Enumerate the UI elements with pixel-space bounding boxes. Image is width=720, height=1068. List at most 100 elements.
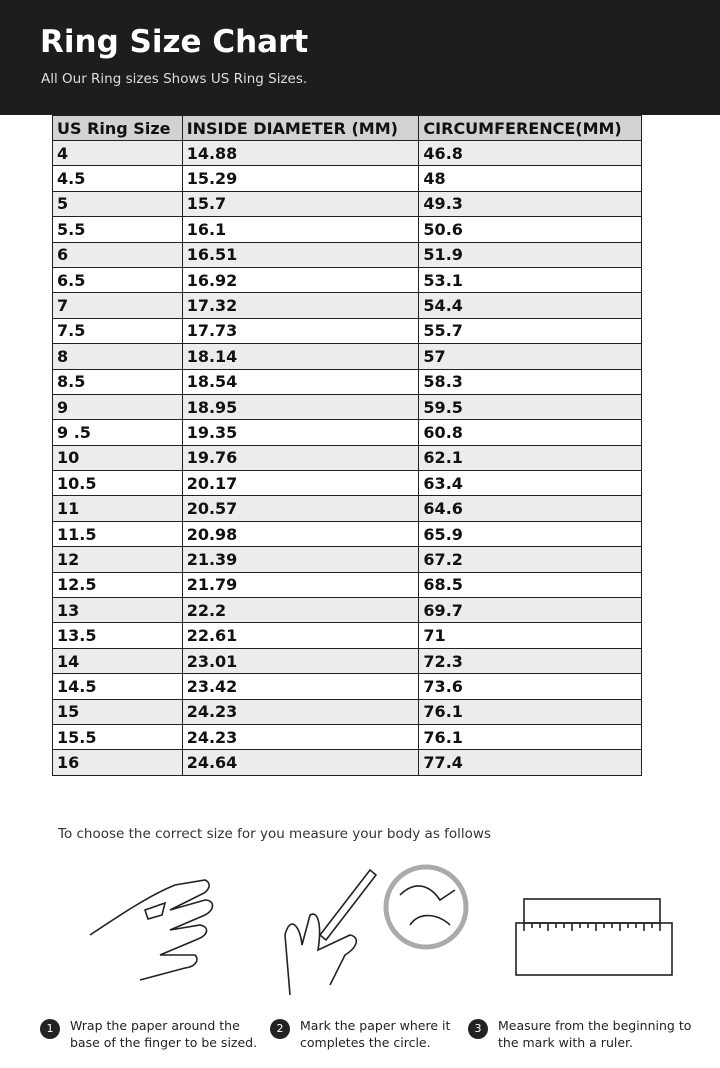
- table-cell: 62.1: [418, 444, 642, 472]
- table-cell: 24.64: [181, 749, 420, 776]
- table-cell: 18.95: [181, 393, 420, 421]
- table-cell: 16.92: [181, 266, 420, 294]
- table-cell: 55.7: [418, 317, 642, 345]
- table-cell: 54.4: [418, 292, 642, 319]
- table-cell: 15.5: [52, 723, 183, 751]
- table-row: 4.5 15.29 48: [52, 165, 642, 192]
- table-cell: 76.1: [418, 698, 642, 725]
- table-cell: 50.6: [418, 216, 642, 243]
- table-cell: 18.54: [181, 368, 420, 395]
- table-cell: 73.6: [418, 673, 642, 700]
- header-cell: CIRCUMFERENCE(MM): [418, 115, 642, 141]
- table-row: 5 15.7 49.3: [52, 190, 642, 218]
- paper-strip: [143, 901, 167, 920]
- table-cell: 57: [418, 343, 642, 370]
- table-row: 14 23.01 72.3: [52, 647, 642, 675]
- ruler: [515, 922, 673, 976]
- table-cell: 17.32: [181, 292, 420, 319]
- table-cell: 20.98: [181, 520, 420, 548]
- pencil: [318, 868, 378, 942]
- table-cell: 6.5: [52, 266, 183, 294]
- table-cell: 14: [52, 647, 183, 675]
- hand-sketch-2: [284, 913, 358, 996]
- title: Ring Size Chart: [40, 24, 309, 60]
- table-cell: 14.88: [181, 139, 420, 167]
- table-row: 13 22.2 69.7: [52, 597, 642, 624]
- table-cell: 19.35: [181, 419, 420, 446]
- table-cell: 4.5: [52, 165, 183, 192]
- table-cell: 16.1: [181, 216, 420, 243]
- table-cell: 68.5: [418, 571, 642, 599]
- table-row: 6.5 16.92 53.1: [52, 266, 642, 294]
- table-cell: 7.5: [52, 317, 183, 345]
- table-cell: 16: [52, 749, 183, 776]
- table-cell: 77.4: [418, 749, 642, 776]
- table-row: 13.5 22.61 71: [52, 622, 642, 649]
- table-cell: 5: [52, 190, 183, 218]
- table-cell: 65.9: [418, 520, 642, 548]
- step: 1 Wrap the paper around the base of the f…: [40, 1017, 270, 1051]
- zoom-circle: [383, 864, 469, 950]
- table-cell: 14.5: [52, 673, 183, 700]
- table-cell: 13.5: [52, 622, 183, 649]
- table-cell: 13: [52, 597, 183, 624]
- header-row: US Ring Size INSIDE DIAMETER (MM) CIRCUMFE…: [52, 115, 642, 141]
- hand-sketch: [89, 879, 214, 981]
- table-row: 10 19.76 62.1: [52, 444, 642, 472]
- table-cell: 18.14: [181, 343, 420, 370]
- table-row: 10.5 20.17 63.4: [52, 470, 642, 497]
- table-cell: 22.2: [181, 597, 420, 624]
- table-row: 9 18.95 59.5: [52, 393, 642, 421]
- table-cell: 15.7: [181, 190, 420, 218]
- table-row: 5.5 16.1 50.6: [52, 216, 642, 243]
- step-text: Measure from the beginning to the mark w…: [498, 1018, 692, 1050]
- table-cell: 48: [418, 165, 642, 192]
- table-cell: 5.5: [52, 216, 183, 243]
- table-cell: 23.01: [181, 647, 420, 675]
- illustrations: [89, 864, 673, 996]
- table-row: 6 16.51 51.9: [52, 241, 642, 268]
- table-cell: 12.5: [52, 571, 183, 599]
- table-cell: 15: [52, 698, 183, 725]
- table-cell: 58.3: [418, 368, 642, 395]
- table-row: 15 24.23 76.1: [52, 698, 642, 725]
- table-cell: 21.79: [181, 571, 420, 599]
- table-cell: 10: [52, 444, 183, 472]
- table-cell: 23.42: [181, 673, 420, 700]
- table-cell: 24.23: [181, 723, 420, 751]
- header-cell: US Ring Size: [52, 115, 183, 141]
- table-cell: 17.73: [181, 317, 420, 345]
- table-cell: 76.1: [418, 723, 642, 751]
- table-cell: 9 .5: [52, 419, 183, 446]
- table-cell: 8: [52, 343, 183, 370]
- table-cell: 53.1: [418, 266, 642, 294]
- table-cell: 72.3: [418, 647, 642, 675]
- table-cell: 60.8: [418, 419, 642, 446]
- table-cell: 7: [52, 292, 183, 319]
- step-number: 3: [468, 1019, 488, 1039]
- table-cell: 11.5: [52, 520, 183, 548]
- table-cell: 15.29: [181, 165, 420, 192]
- table-cell: 24.23: [181, 698, 420, 725]
- table-cell: 51.9: [418, 241, 642, 268]
- table-cell: 9: [52, 393, 183, 421]
- table-row: 9 .5 19.35 60.8: [52, 419, 642, 446]
- step-number: 1: [40, 1019, 60, 1039]
- size-table: US Ring Size INSIDE DIAMETER (MM) CIRCUMFE…: [52, 115, 642, 776]
- table-cell: 59.5: [418, 393, 642, 421]
- table-cell: 71: [418, 622, 642, 649]
- table-row: 15.5 24.23 76.1: [52, 723, 642, 751]
- table-row: 8 18.14 57: [52, 343, 642, 370]
- table-cell: 49.3: [418, 190, 642, 218]
- table-cell: 67.2: [418, 546, 642, 573]
- table-cell: 10.5: [52, 470, 183, 497]
- step: 2 Mark the paper where it completes the c…: [270, 1017, 465, 1051]
- table-row: 4 14.88 46.8: [52, 139, 642, 167]
- table-cell: 20.17: [181, 470, 420, 497]
- ruler-ticks: [523, 923, 661, 931]
- table-row: 14.5 23.42 73.6: [52, 673, 642, 700]
- table-cell: 69.7: [418, 597, 642, 624]
- table-cell: 19.76: [181, 444, 420, 472]
- table-cell: 6: [52, 241, 183, 268]
